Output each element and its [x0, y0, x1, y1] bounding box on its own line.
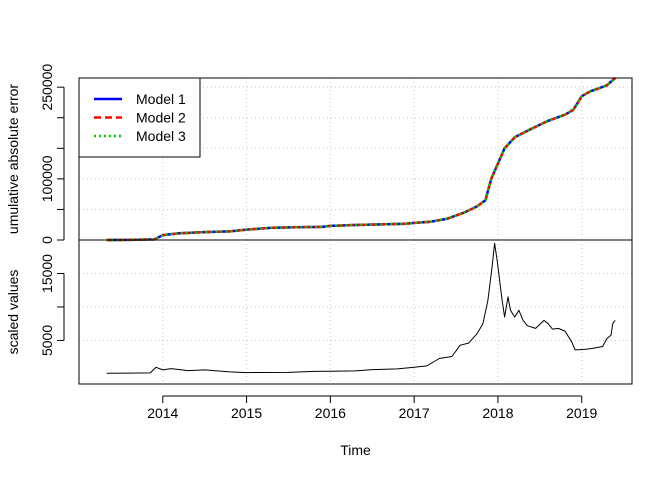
- y-tick-label: 100000: [39, 155, 55, 202]
- x-tick-label: 2018: [482, 405, 513, 421]
- y-tick-label: 5000: [39, 325, 55, 356]
- y-axis-title: scaled values: [5, 270, 21, 355]
- top-panel: 0 100000 250000 umulative absolute error Mod…: [5, 64, 633, 244]
- series-line-price: [106, 242, 616, 374]
- y-tick-label: 250000: [39, 64, 55, 111]
- legend-label: Model 3: [136, 128, 186, 144]
- legend-box: [78, 77, 201, 158]
- bottom-panel: 5000 15000 scaled values 2014 2015 2016 2017 20…: [5, 239, 633, 458]
- x-axis-title: Time: [340, 442, 371, 458]
- bottom-plot-frame: [78, 239, 633, 385]
- y-tick-label: 15000: [39, 254, 55, 293]
- x-tick-label: 2017: [399, 405, 430, 421]
- legend-label: Model 2: [136, 110, 186, 126]
- legend-label: Model 1: [136, 91, 186, 107]
- x-tick-label: 2019: [566, 405, 597, 421]
- x-tick-label: 2014: [147, 405, 178, 421]
- y-axis-title: umulative absolute error: [5, 84, 21, 235]
- x-tick-label: 2015: [231, 405, 262, 421]
- series-line-model-3: [106, 77, 617, 242]
- legend: Model 1 Model 2 Model 3: [78, 77, 201, 158]
- x-tick-label: 2016: [315, 405, 346, 421]
- y-tick-label: 0: [39, 236, 55, 244]
